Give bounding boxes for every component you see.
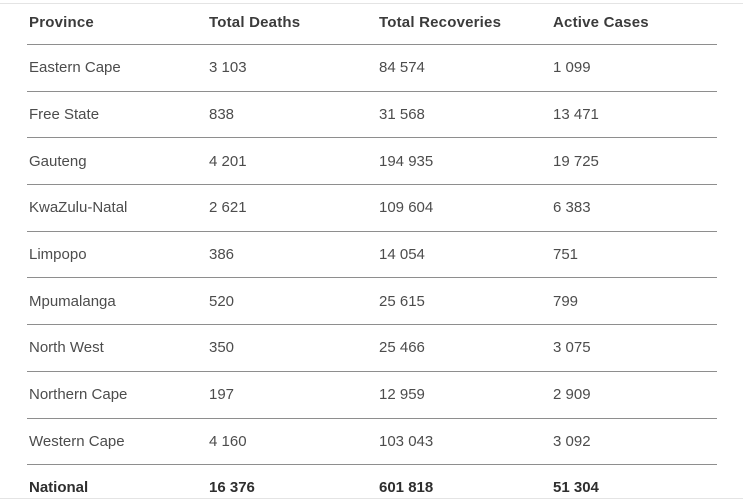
table-row: Eastern Cape 3 103 84 574 1 099: [27, 44, 717, 92]
table-row: Western Cape 4 160 103 043 3 092: [27, 418, 717, 466]
cell-total-recoveries: 14 054: [377, 231, 551, 279]
header-cell-total-deaths: Total Deaths: [207, 0, 377, 45]
cell-total-deaths: 386: [207, 231, 377, 279]
province-stats-table: Province Total Deaths Total Recoveries Acti…: [27, 0, 717, 500]
total-cell-province: National: [29, 479, 89, 497]
cell-total-recoveries: 31 568: [377, 91, 551, 139]
cell-total-recoveries: 84 574: [377, 44, 551, 92]
cell-total-deaths: 520: [207, 277, 377, 326]
cell-total-deaths: 838: [207, 91, 377, 139]
cell-total-recoveries: 25 466: [377, 324, 551, 372]
cell-province: KwaZulu-Natal: [27, 184, 207, 232]
cell-total-deaths: 2 621: [207, 184, 377, 232]
cell-province: Northern Cape: [27, 371, 207, 419]
cell-total-recoveries: 12 959: [377, 371, 551, 419]
cell-active-cases: 3 075: [551, 324, 717, 372]
cell-active-cases: 1 099: [551, 44, 717, 92]
cell-active-cases: 19 725: [551, 137, 717, 186]
table-row-national-total: National 16 376 601 818 51 304: [27, 465, 717, 500]
cell-total-deaths: 4 201: [207, 137, 377, 186]
cell-total-deaths: 4 160: [207, 418, 377, 466]
cell-total-deaths: 3 103: [207, 44, 377, 92]
table-header: Province Total Deaths Total Recoveries Acti…: [27, 0, 717, 45]
header-cell-active-cases: Active Cases: [551, 0, 717, 45]
table-row: Limpopo 386 14 054 751: [27, 231, 717, 279]
cell-province: Western Cape: [27, 418, 207, 466]
cell-province: Mpumalanga: [27, 277, 207, 326]
table-row: Mpumalanga 520 25 615 799: [27, 277, 717, 326]
cell-active-cases: 751: [551, 231, 717, 279]
table-row: KwaZulu-Natal 2 621 109 604 6 383: [27, 184, 717, 232]
header-row: Province Total Deaths Total Recoveries Acti…: [27, 0, 717, 45]
cell-active-cases: 799: [551, 277, 717, 326]
table-row: Gauteng 4 201 194 935 19 725: [27, 137, 717, 186]
cell-province: North West: [27, 324, 207, 372]
cell-province: Free State: [27, 91, 207, 139]
total-cell-active-cases: 51 304: [553, 479, 599, 497]
cell-active-cases: 2 909: [551, 371, 717, 419]
cell-active-cases: 3 092: [551, 418, 717, 466]
cell-total-deaths: 197: [207, 371, 377, 419]
total-cell-total-deaths: 16 376: [209, 479, 255, 497]
table-row: Free State 838 31 568 13 471: [27, 91, 717, 139]
header-cell-total-recoveries: Total Recoveries: [377, 0, 551, 45]
cell-total-deaths: 350: [207, 324, 377, 372]
table-bottom-border: [0, 498, 743, 499]
cell-total-recoveries: 103 043: [377, 418, 551, 466]
cell-total-recoveries: 25 615: [377, 277, 551, 326]
cell-active-cases: 13 471: [551, 91, 717, 139]
total-cell-total-recoveries: 601 818: [379, 479, 434, 497]
header-cell-province: Province: [27, 0, 207, 45]
table-row: Northern Cape 197 12 959 2 909: [27, 371, 717, 419]
cell-active-cases: 6 383: [551, 184, 717, 232]
cell-province: Limpopo: [27, 231, 207, 279]
table-body: Eastern Cape 3 103 84 574 1 099 Free State 83…: [27, 44, 717, 500]
cell-province: Gauteng: [27, 137, 207, 186]
table-row: North West 350 25 466 3 075: [27, 324, 717, 372]
cell-total-recoveries: 109 604: [377, 184, 551, 232]
cell-total-recoveries: 194 935: [377, 137, 551, 186]
cell-province: Eastern Cape: [27, 44, 207, 92]
